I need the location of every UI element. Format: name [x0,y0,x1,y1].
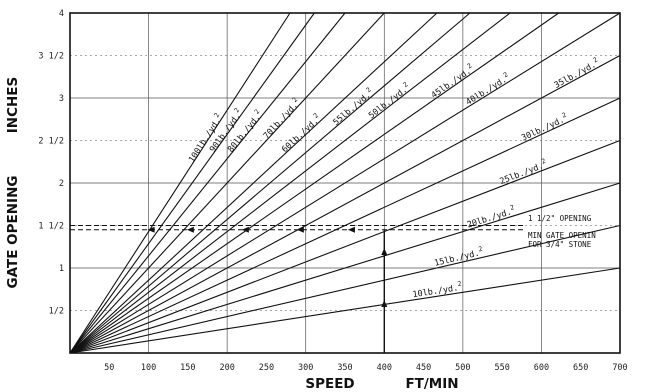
reference-line-label: 1 1/2" OPENING [528,214,592,223]
y-tick-label: 1/2 [49,307,64,317]
x-tick-label: 650 [573,363,588,373]
annotation-line-2: FOR 3/4" STONE [528,240,592,249]
arrow-left [241,226,249,233]
arrow-left [347,226,355,233]
x-tick-label: 200 [219,363,234,373]
y-tick-label: 3 1/2 [38,52,64,62]
series-line [69,182,621,354]
series-label: 45lb./yd.2 [428,62,477,101]
series-label: 10lb./yd.2 [411,280,462,300]
y-tick-labels: 1/2 1 1 1/2 2 2 1/2 3 3 1/2 4 [38,9,64,317]
x-tick-labels: 50 100 150 200 250 300 350 400 450 500 550 600 650 70… [104,363,628,373]
y-tick-label: 1 1/2 [38,222,64,232]
series-label: 15lb./yd.2 [433,245,485,269]
series-label: 20lb./yd.2 [465,203,517,230]
x-tick-label: 450 [416,363,431,373]
series-label-superscript: 2 [502,70,510,79]
annotation-line-1: MIN GATE OPENIN [528,231,596,240]
y-tick-label: 2 1/2 [38,137,64,147]
arrow-up [381,248,388,255]
series-line [69,224,621,354]
x-tick-label: 300 [298,363,313,373]
series-line [69,12,346,354]
y-axis-unit: INCHES [5,77,21,133]
series-line [69,267,621,354]
y-tick-label: 2 [59,179,64,189]
series-line [69,12,385,354]
series-line [69,12,560,354]
x-axis-unit: FT/MIN [405,376,458,392]
x-tick-label: 150 [180,363,195,373]
series-line [69,12,438,354]
series-line [69,139,621,354]
x-tick-label: 400 [377,363,392,373]
x-tick-label: 600 [534,363,549,373]
y-tick-label: 1 [59,264,64,274]
series-label-superscript: 2 [466,62,474,71]
arrow-up [381,300,388,307]
y-tick-label: 4 [59,9,64,19]
example-path [147,226,388,353]
x-tick-label: 350 [337,363,352,373]
arrow-left [186,226,194,233]
series-label-superscript: 2 [478,245,484,254]
series-label-superscript: 2 [561,111,568,120]
series-label-superscript: 2 [540,157,547,166]
x-tick-label: 250 [259,363,274,373]
series-label-superscript: 2 [232,106,241,114]
series-line [69,12,315,354]
x-axis-label: SPEED [305,376,354,392]
series-label-superscript: 2 [402,80,410,89]
series-label-superscript: 2 [253,108,262,116]
series-label-superscript: 2 [212,111,221,119]
series-line [69,12,511,354]
arrow-left [147,226,155,233]
series-line [69,55,621,354]
series-label: 35lb./yd.2 [551,56,601,91]
series-line [69,12,291,354]
y-tick-label: 3 [59,94,64,104]
plot-frame [69,12,621,354]
series-label-superscript: 2 [509,203,515,212]
series-line [69,12,621,354]
reference-lines [70,225,525,231]
series-label-superscript: 2 [457,280,462,289]
x-tick-label: 550 [494,363,509,373]
series-label-superscript: 2 [592,56,599,65]
series-line [69,12,471,354]
y-axis-label: GATE OPENING [5,176,21,289]
x-tick-label: 500 [455,363,470,373]
series-label: 50lb./yd.2 [365,80,413,121]
series-label: 30lb./yd.2 [519,111,570,144]
series-label-superscript: 2 [291,96,300,104]
x-tick-label: 50 [104,363,114,373]
series-label: 25lb./yd.2 [497,157,548,187]
x-tick-label: 700 [612,363,627,373]
series-label-superscript: 2 [312,111,320,120]
series-label-superscript: 2 [365,86,373,95]
arrow-left [296,226,304,233]
x-tick-label: 100 [141,363,156,373]
